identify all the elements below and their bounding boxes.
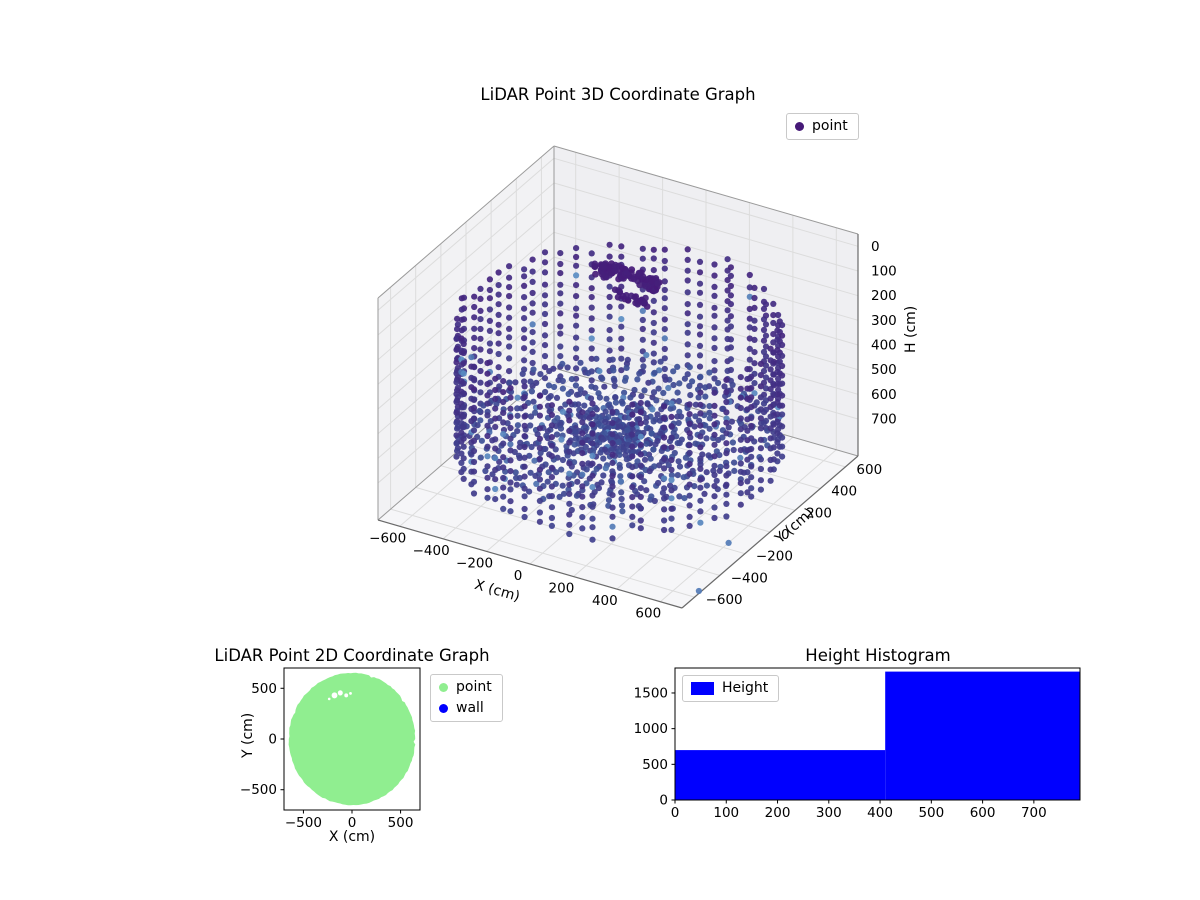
legend-item-point: point: [439, 679, 492, 696]
svg-text:500: 500: [388, 815, 414, 831]
svg-text:100: 100: [713, 805, 739, 821]
svg-text:200: 200: [549, 581, 575, 597]
svg-text:200: 200: [871, 288, 897, 304]
plot2d-xaxis-label: X (cm): [328, 829, 376, 845]
svg-text:−600: −600: [706, 592, 743, 608]
plot2d-legend: point wall: [430, 674, 503, 722]
svg-text:−400: −400: [731, 570, 768, 586]
svg-text:400: 400: [592, 593, 618, 609]
plot2d-title: LiDAR Point 2D Coordinate Graph: [214, 646, 490, 665]
legend-label: Height: [722, 680, 769, 696]
svg-text:0: 0: [659, 793, 668, 809]
svg-text:600: 600: [856, 462, 882, 478]
point-marker-icon: [439, 683, 448, 692]
svg-text:−400: −400: [413, 543, 450, 559]
svg-text:600: 600: [635, 606, 661, 622]
point-marker-icon: [795, 122, 804, 131]
svg-text:300: 300: [816, 805, 842, 821]
legend-item-wall: wall: [439, 700, 492, 717]
svg-text:500: 500: [918, 805, 944, 821]
svg-text:100: 100: [871, 264, 897, 280]
plot3d-title: LiDAR Point 3D Coordinate Graph: [480, 85, 756, 104]
svg-text:0: 0: [871, 239, 880, 255]
svg-text:−200: −200: [756, 549, 793, 565]
plot3d-haxis-label: H (cm): [903, 305, 919, 353]
svg-text:500: 500: [871, 362, 897, 378]
histogram-title: Height Histogram: [805, 646, 951, 665]
svg-text:700: 700: [871, 412, 897, 428]
legend-label: wall: [456, 700, 484, 716]
svg-text:1500: 1500: [634, 685, 668, 701]
svg-text:600: 600: [970, 805, 996, 821]
svg-text:0: 0: [514, 568, 523, 584]
svg-text:400: 400: [831, 484, 857, 500]
legend-label: point: [456, 679, 492, 695]
svg-text:300: 300: [871, 313, 897, 329]
svg-text:0: 0: [671, 805, 680, 821]
legend-label: point: [812, 118, 848, 134]
svg-text:1000: 1000: [634, 721, 668, 737]
svg-text:200: 200: [765, 805, 791, 821]
svg-text:400: 400: [867, 805, 893, 821]
svg-text:−600: −600: [369, 530, 406, 546]
legend-item-height: Height: [691, 680, 768, 697]
svg-text:−500: −500: [240, 782, 277, 798]
svg-text:0: 0: [781, 527, 790, 543]
plot2d-yaxis-label: Y (cm): [240, 712, 256, 758]
svg-text:200: 200: [806, 505, 832, 521]
legend-item-point: point: [795, 118, 848, 135]
svg-text:0: 0: [268, 732, 277, 748]
svg-text:0: 0: [348, 815, 357, 831]
svg-text:500: 500: [642, 757, 668, 773]
height-patch-icon: [691, 682, 714, 695]
histogram-legend: Height: [682, 675, 780, 702]
wall-marker-icon: [439, 704, 448, 713]
plot3d-legend: point: [786, 113, 859, 140]
svg-text:700: 700: [1021, 805, 1047, 821]
svg-text:−200: −200: [456, 555, 493, 571]
svg-text:−500: −500: [285, 815, 322, 831]
svg-text:500: 500: [251, 681, 277, 697]
svg-text:600: 600: [871, 387, 897, 403]
svg-text:400: 400: [871, 338, 897, 354]
